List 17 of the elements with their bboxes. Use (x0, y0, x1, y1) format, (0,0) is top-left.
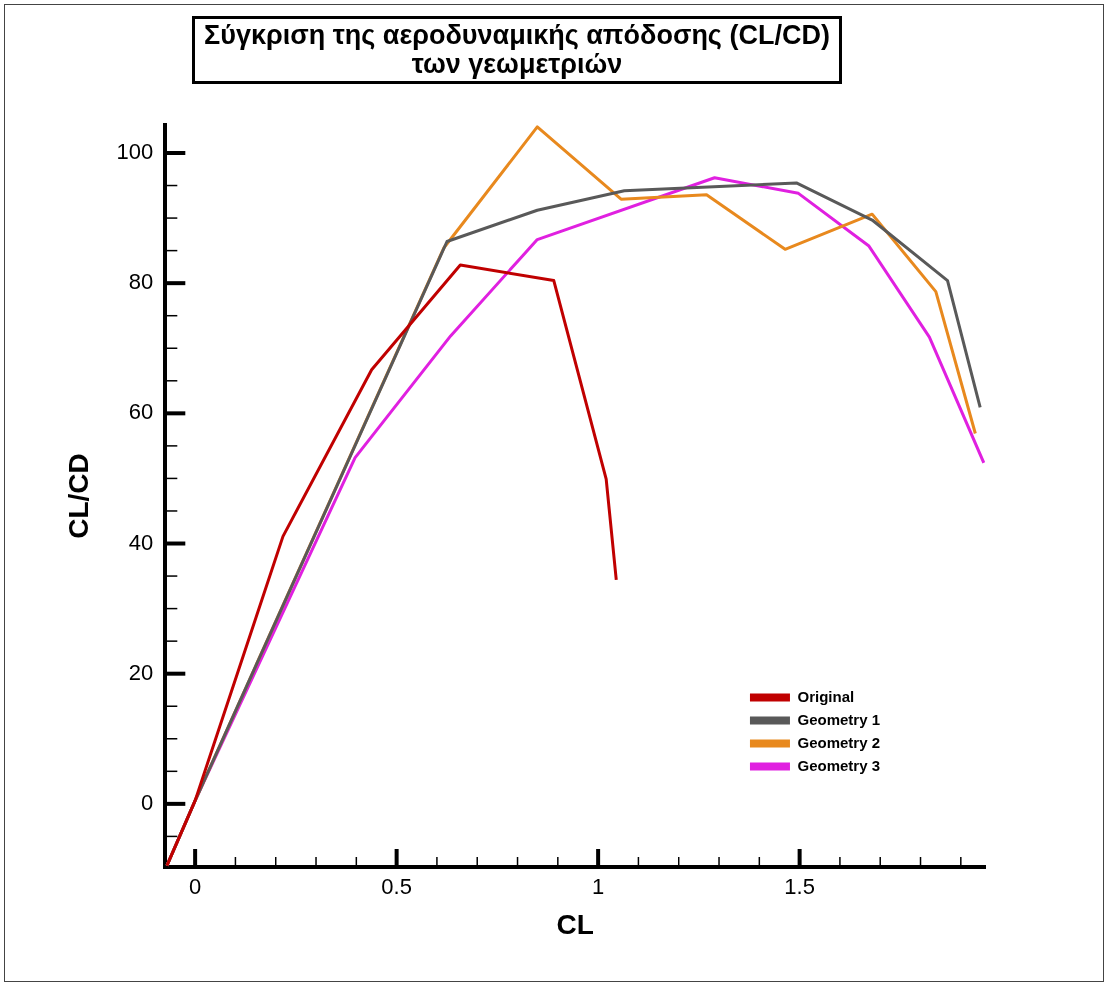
legend-label: Geometry 3 (797, 756, 881, 774)
y-tick-label: 40 (128, 529, 154, 555)
chart-title: Σύγκριση της αεροδυναμικής απόδοσης (CL/CD) των γεωμετριών (192, 16, 842, 84)
x-axis-title: CL (556, 908, 594, 940)
x-tick-label: 0 (189, 874, 202, 900)
legend-label: Geometry 1 (797, 710, 881, 728)
legend-label: Geometry 2 (797, 733, 881, 751)
y-tick-label: 100 (116, 139, 154, 165)
x-tick-label: 0.5 (381, 874, 412, 900)
y-axis-title: CL/CD (62, 453, 94, 539)
y-tick-label: 60 (128, 399, 154, 425)
y-tick-label: 80 (128, 269, 154, 295)
legend-label: Original (797, 687, 855, 705)
y-tick-label: 20 (128, 659, 154, 685)
y-tick-label: 0 (141, 789, 154, 815)
x-tick-label: 1 (592, 874, 605, 900)
x-tick-label: 1.5 (784, 874, 815, 900)
